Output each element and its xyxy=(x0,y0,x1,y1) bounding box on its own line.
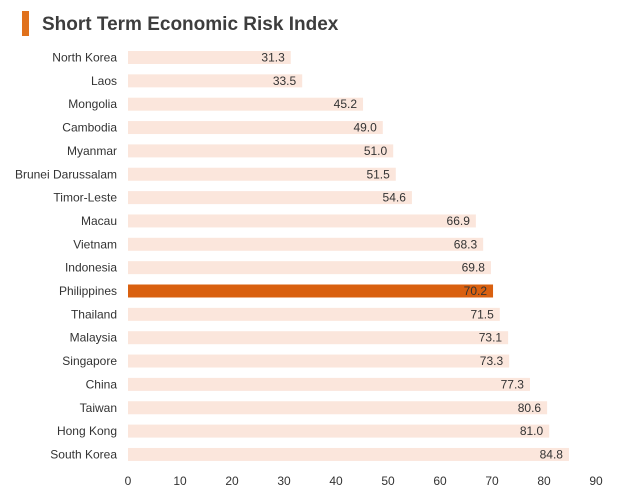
category-label: China xyxy=(86,377,118,391)
category-label: Indonesia xyxy=(65,261,117,275)
category-label: Timor-Leste xyxy=(53,191,117,205)
category-label: Macau xyxy=(81,214,117,228)
title-accent-bar xyxy=(22,11,29,36)
category-label: Thailand xyxy=(71,307,117,321)
value-label: 51.5 xyxy=(366,167,390,181)
bar-brunei-darussalam xyxy=(128,167,396,181)
bar-timor-leste xyxy=(128,191,412,205)
category-label: North Korea xyxy=(52,51,117,65)
category-label: Malaysia xyxy=(70,331,118,345)
category-label: South Korea xyxy=(50,447,117,461)
value-label: 33.5 xyxy=(273,74,297,88)
value-label: 69.8 xyxy=(462,261,486,275)
x-tick-label: 10 xyxy=(173,474,187,488)
x-tick-label: 70 xyxy=(485,474,499,488)
bar-taiwan xyxy=(128,401,548,415)
value-label: 71.5 xyxy=(470,307,494,321)
category-label: Philippines xyxy=(59,284,117,298)
value-label: 68.3 xyxy=(454,237,478,251)
category-label: Taiwan xyxy=(80,401,117,415)
category-label: Brunei Darussalam xyxy=(15,167,117,181)
x-tick-label: 80 xyxy=(537,474,551,488)
value-label: 80.6 xyxy=(518,401,542,415)
value-label: 49.0 xyxy=(353,121,377,135)
bar-malaysia xyxy=(128,331,509,345)
category-label: Laos xyxy=(91,74,117,88)
bar-cambodia xyxy=(128,121,383,135)
x-tick-label: 20 xyxy=(225,474,239,488)
bar-china xyxy=(128,377,530,391)
bar-north-korea xyxy=(128,51,291,64)
category-labels: North Korea Laos Mongolia Cambodia Myanmar Br… xyxy=(15,51,117,462)
bar-hong-kong xyxy=(128,424,550,438)
bar-laos xyxy=(128,74,303,88)
bar-myanmar xyxy=(128,144,394,158)
x-axis-ticks: 0 10 20 30 40 50 60 70 80 90 xyxy=(125,474,603,488)
bar-singapore xyxy=(128,354,510,368)
bar-philippines xyxy=(128,284,494,298)
bar-macau xyxy=(128,214,476,228)
x-tick-label: 30 xyxy=(277,474,291,488)
bar-mongolia xyxy=(128,97,364,111)
bar-indonesia xyxy=(128,261,491,275)
category-label: Cambodia xyxy=(62,121,117,135)
x-tick-label: 60 xyxy=(433,474,447,488)
value-labels: 31.3 33.5 45.2 49.0 51.0 51.5 54.6 66.9 68.3 69.8… xyxy=(261,51,563,462)
x-tick-label: 90 xyxy=(589,474,603,488)
value-label: 31.3 xyxy=(261,51,285,65)
bars-layer xyxy=(128,51,569,461)
value-label: 73.1 xyxy=(479,331,503,345)
value-label: 70.2 xyxy=(464,284,488,298)
value-label: 73.3 xyxy=(480,354,504,368)
value-label: 84.8 xyxy=(540,447,564,461)
bar-vietnam xyxy=(128,237,484,251)
bar-thailand xyxy=(128,307,500,321)
category-label: Myanmar xyxy=(67,144,117,158)
x-tick-label: 50 xyxy=(381,474,395,488)
category-label: Hong Kong xyxy=(57,424,117,438)
category-label: Mongolia xyxy=(68,97,117,111)
value-label: 51.0 xyxy=(364,144,388,158)
category-label: Singapore xyxy=(62,354,117,368)
chart-title: Short Term Economic Risk Index xyxy=(42,14,339,35)
bar-south-korea xyxy=(128,447,569,461)
value-label: 77.3 xyxy=(501,377,525,391)
value-label: 45.2 xyxy=(334,97,358,111)
value-label: 66.9 xyxy=(447,214,471,228)
x-tick-label: 0 xyxy=(125,474,132,488)
value-label: 54.6 xyxy=(383,191,407,205)
x-tick-label: 40 xyxy=(329,474,343,488)
category-label: Vietnam xyxy=(73,237,117,251)
value-label: 81.0 xyxy=(520,424,544,438)
